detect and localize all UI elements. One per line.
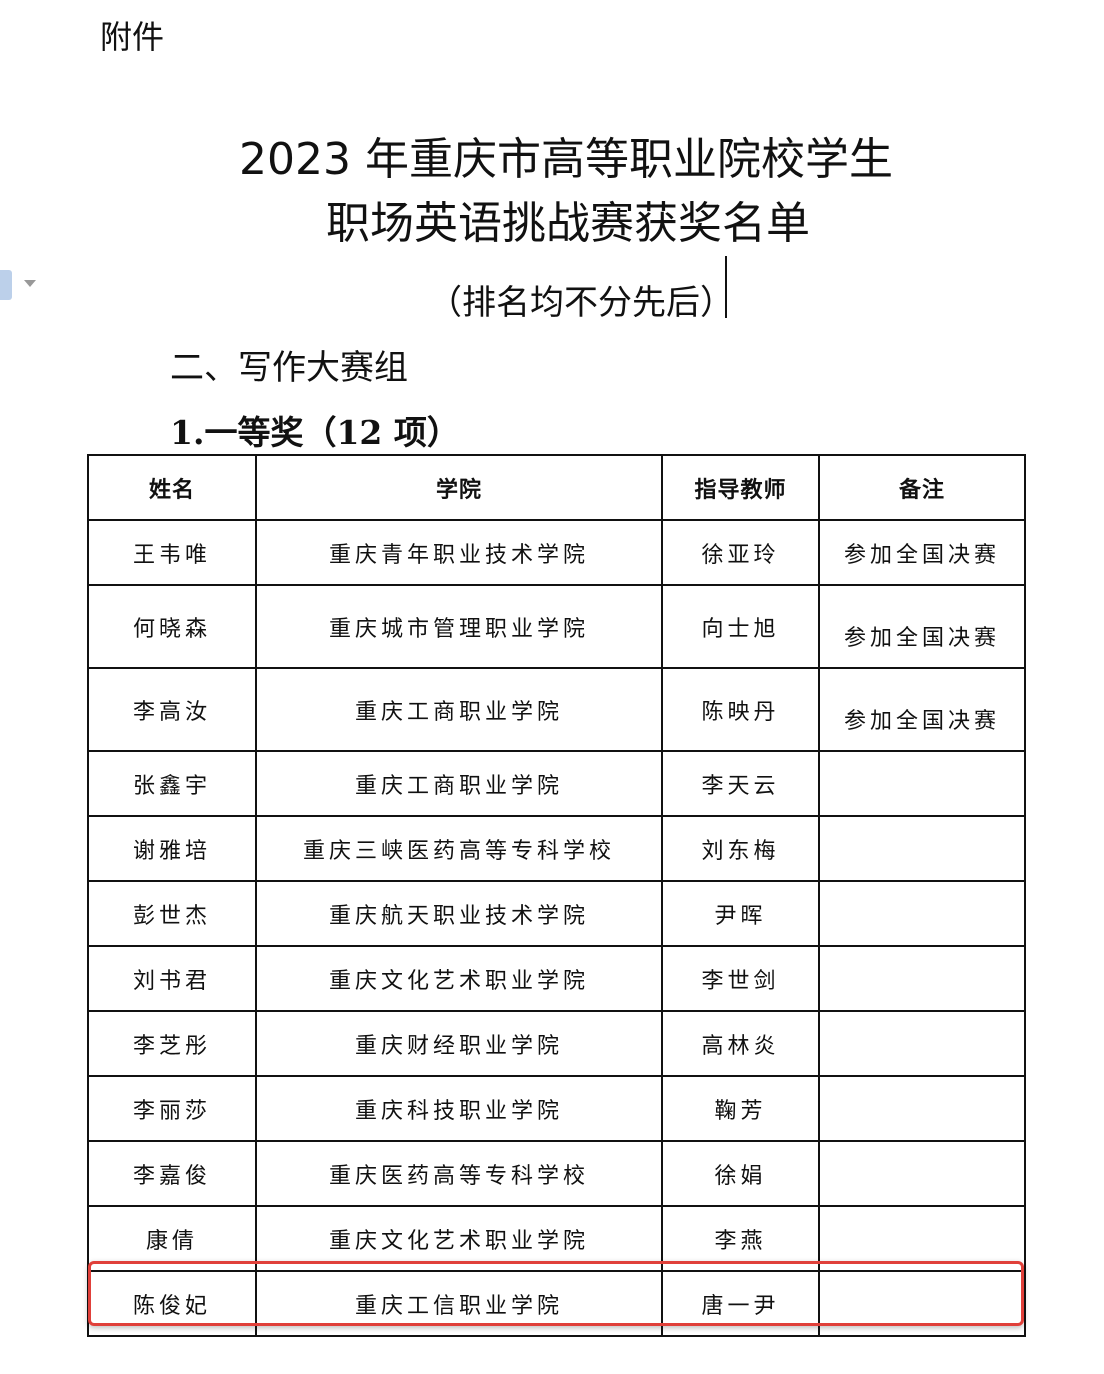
cell-name: 康倩: [87, 1205, 257, 1272]
cell-college: 重庆工商职业学院: [255, 750, 663, 817]
table-row: 李嘉俊 重庆医药高等专科学校 徐娟: [87, 1140, 1026, 1207]
cell-college: 重庆城市管理职业学院: [255, 584, 663, 669]
subtitle: （排名均不分先后）: [428, 283, 734, 323]
cell-teacher: 李天云: [661, 750, 820, 817]
cell-remark: [818, 750, 1026, 817]
cell-remark: [818, 1205, 1026, 1272]
table-row: 康倩 重庆文化艺术职业学院 李燕: [87, 1205, 1026, 1272]
cell-name: 谢雅培: [87, 815, 257, 882]
cell-remark: 参加全国决赛: [818, 519, 1026, 586]
header-remark: 备注: [818, 454, 1026, 521]
table-row: 王韦唯 重庆青年职业技术学院 徐亚玲 参加全国决赛: [87, 519, 1026, 586]
table-row: 张鑫宇 重庆工商职业学院 李天云: [87, 750, 1026, 817]
cell-college: 重庆工商职业学院: [255, 667, 663, 752]
table-header-row: 姓名 学院 指导教师 备注: [87, 454, 1026, 521]
cell-name: 李丽莎: [87, 1075, 257, 1142]
cell-teacher: 陈映丹: [661, 667, 820, 752]
cell-college: 重庆科技职业学院: [255, 1075, 663, 1142]
table-row: 李丽莎 重庆科技职业学院 鞠芳: [87, 1075, 1026, 1142]
cell-remark: [818, 1010, 1026, 1077]
table-row: 彭世杰 重庆航天职业技术学院 尹晖: [87, 880, 1026, 947]
cell-teacher: 鞠芳: [661, 1075, 820, 1142]
table-row: 谢雅培 重庆三峡医药高等专科学校 刘东梅: [87, 815, 1026, 882]
cell-college: 重庆医药高等专科学校: [255, 1140, 663, 1207]
table-row: 陈俊妃 重庆工信职业学院 唐一尹: [87, 1270, 1026, 1337]
cell-name: 刘书君: [87, 945, 257, 1012]
cell-remark: [818, 815, 1026, 882]
prize-heading: 1.一等奖（12 项）: [170, 413, 460, 452]
cell-teacher: 向士旭: [661, 584, 820, 669]
cell-college: 重庆工信职业学院: [255, 1270, 663, 1337]
cell-name: 李芝彤: [87, 1010, 257, 1077]
cell-college: 重庆财经职业学院: [255, 1010, 663, 1077]
cell-remark: [818, 1140, 1026, 1207]
section-heading: 二、写作大赛组: [170, 348, 408, 388]
cell-teacher: 唐一尹: [661, 1270, 820, 1337]
cell-teacher: 徐娟: [661, 1140, 820, 1207]
header-college: 学院: [255, 454, 663, 521]
cell-remark: [818, 945, 1026, 1012]
cell-teacher: 李世剑: [661, 945, 820, 1012]
cell-name: 何晓森: [87, 584, 257, 669]
text-cursor: [725, 256, 727, 318]
header-name: 姓名: [87, 454, 257, 521]
cell-name: 陈俊妃: [87, 1270, 257, 1337]
title-line-1: 2023 年重庆市高等职业院校学生: [239, 134, 893, 185]
title-line-2: 职场英语挑战赛获奖名单: [326, 198, 810, 249]
cell-college: 重庆航天职业技术学院: [255, 880, 663, 947]
cell-college: 重庆文化艺术职业学院: [255, 1205, 663, 1272]
cell-name: 彭世杰: [87, 880, 257, 947]
cell-teacher: 尹晖: [661, 880, 820, 947]
cell-remark: 参加全国决赛: [818, 584, 1026, 669]
attachment-label: 附件: [100, 18, 165, 56]
cell-teacher: 刘东梅: [661, 815, 820, 882]
cell-name: 王韦唯: [87, 519, 257, 586]
cell-teacher: 徐亚玲: [661, 519, 820, 586]
table-row: 李高汝 重庆工商职业学院 陈映丹 参加全国决赛: [87, 667, 1026, 752]
cell-name: 李高汝: [87, 667, 257, 752]
dropdown-arrow-icon[interactable]: [24, 280, 36, 287]
cell-college: 重庆文化艺术职业学院: [255, 945, 663, 1012]
cell-teacher: 高林炎: [661, 1010, 820, 1077]
table-row: 何晓森 重庆城市管理职业学院 向士旭 参加全国决赛: [87, 584, 1026, 669]
cell-remark: [818, 1270, 1026, 1337]
document-icon[interactable]: [0, 270, 12, 300]
cell-name: 李嘉俊: [87, 1140, 257, 1207]
winners-table: 姓名 学院 指导教师 备注 王韦唯 重庆青年职业技术学院 徐亚玲 参加全国决赛 何晓森重…: [87, 454, 1026, 1337]
cell-teacher: 李燕: [661, 1205, 820, 1272]
header-teacher: 指导教师: [661, 454, 820, 521]
cell-remark: [818, 880, 1026, 947]
cell-remark: 参加全国决赛: [818, 667, 1026, 752]
table-row: 刘书君 重庆文化艺术职业学院 李世剑: [87, 945, 1026, 1012]
cell-college: 重庆青年职业技术学院: [255, 519, 663, 586]
table-row: 李芝彤 重庆财经职业学院 高林炎: [87, 1010, 1026, 1077]
cell-college: 重庆三峡医药高等专科学校: [255, 815, 663, 882]
cell-remark: [818, 1075, 1026, 1142]
cell-name: 张鑫宇: [87, 750, 257, 817]
